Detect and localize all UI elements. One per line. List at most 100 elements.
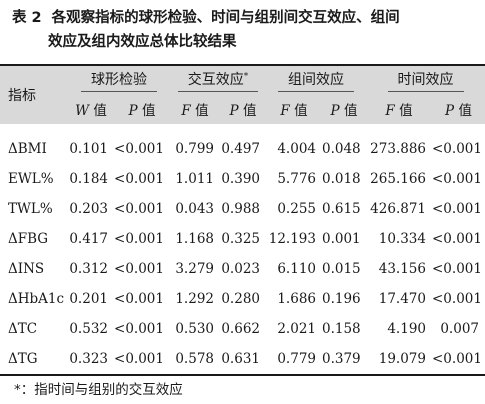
header-index-label: 指标: [0, 65, 68, 124]
table-cell: 0.530: [175, 321, 214, 337]
table-cell: 0.799: [175, 141, 214, 157]
table-number: 表 2: [12, 10, 42, 26]
subheader-p: P 值: [432, 94, 485, 124]
table-cell: 3.279: [175, 261, 214, 277]
table-cell: <0.001: [432, 141, 482, 157]
table-cell: 4.190: [387, 321, 426, 337]
header-row-subheaders: W 值 P 值 F 值 P 值 F 值 P 值 F 值 P 值: [0, 94, 485, 124]
row-indicator-name: TWL%: [8, 201, 53, 217]
subheader-p: P 值: [220, 94, 266, 124]
table-cell: 0.101: [69, 141, 108, 157]
table-cell: <0.001: [114, 261, 164, 277]
table-cell: 0.001: [322, 231, 361, 247]
row-indicator-name: ΔTC: [8, 321, 38, 337]
table-cell: <0.001: [114, 291, 164, 307]
table-cell: <0.001: [432, 171, 482, 187]
table-cell: 0.631: [220, 344, 266, 376]
table-row: ΔINS 0.312 <0.001 3.279 0.023 6.110 0.015 43.15…: [0, 254, 485, 284]
table-cell: <0.001: [432, 201, 482, 217]
table-cell: 10.334: [378, 231, 426, 247]
table-cell: 0.532: [69, 321, 108, 337]
table-cell: 0.662: [221, 321, 260, 337]
table-row: ΔHbA1c 0.201 <0.001 1.292 0.280 1.686 0.196 17.…: [0, 284, 485, 314]
table-cell: 0.203: [69, 201, 108, 217]
header-group-interaction: 交互效应*: [170, 65, 266, 94]
table-cell: 12.193: [268, 231, 316, 247]
table-cell: 0.325: [221, 231, 260, 247]
table-cell: 0.312: [69, 261, 108, 277]
table-caption: 表 2 各观察指标的球形检验、时间与组别间交互效应、组间 效应及组内效应总体比较结…: [12, 6, 477, 54]
table-footnote: *：指时间与组别的交互效应: [14, 382, 183, 398]
table-cell: 2.021: [277, 321, 316, 337]
row-indicator-name: ΔBMI: [8, 141, 47, 157]
table-cell: 0.280: [221, 291, 260, 307]
table-cell: 0.988: [221, 201, 260, 217]
table-cell: 0.390: [221, 171, 260, 187]
results-table-wrapper: 指标 球形检验 交互效应* 组间效应 时间效应 W 值 P 值 F 值 P 值 …: [0, 64, 485, 376]
row-indicator-name: EWL%: [8, 171, 54, 187]
table-cell: 0.184: [69, 171, 108, 187]
table-cell: 1.686: [277, 291, 316, 307]
table-cell: 426.871: [370, 201, 426, 217]
table-cell: 0.417: [69, 231, 108, 247]
row-indicator-name: ΔHbA1c: [8, 291, 65, 307]
table-cell: 0.048: [322, 141, 361, 157]
caption-line-1: 各观察指标的球形检验、时间与组别间交互效应、组间: [51, 10, 400, 26]
table-row: ΔFBG 0.417 <0.001 1.168 0.325 12.193 0.001 10.3…: [0, 224, 485, 254]
table-cell: <0.001: [114, 321, 164, 337]
table-row: ΔTG 0.323 <0.001 0.578 0.631 0.779 0.379 19.079…: [0, 344, 485, 376]
table-cell: 0.007: [440, 321, 479, 337]
table-cell: <0.001: [114, 201, 164, 217]
header-group-between: 组间效应: [266, 65, 366, 94]
table-cell: <0.001: [432, 344, 485, 376]
table-cell: 0.615: [322, 201, 361, 217]
table-cell: 5.776: [277, 171, 316, 187]
row-indicator-name: ΔINS: [8, 261, 45, 277]
table-cell: 0.196: [322, 291, 361, 307]
subheader-p: P 值: [322, 94, 366, 124]
table-cell: 0.158: [322, 321, 361, 337]
subheader-f: F 值: [266, 94, 322, 124]
table-cell: 0.255: [277, 201, 316, 217]
subheader-w: W 值: [68, 94, 114, 124]
table-cell: <0.001: [114, 141, 164, 157]
table-body: ΔBMI 0.101 <0.001 0.799 0.497 4.004 0.048 273.8…: [0, 124, 485, 376]
results-table: 指标 球形检验 交互效应* 组间效应 时间效应 W 值 P 值 F 值 P 值 …: [0, 64, 485, 376]
table-cell: 0.015: [322, 261, 361, 277]
table-cell: 43.156: [378, 261, 426, 277]
table-cell: <0.001: [432, 231, 482, 247]
table-cell: 19.079: [366, 344, 432, 376]
row-indicator-name: ΔTG: [0, 344, 68, 376]
table-cell: 0.323: [68, 344, 114, 376]
table-cell: 17.470: [378, 291, 426, 307]
table-row: ΔTC 0.532 <0.001 0.530 0.662 2.021 0.158 4.190 0…: [0, 314, 485, 344]
table-cell: 0.779: [266, 344, 322, 376]
caption-line-2: 效应及组内效应总体比较结果: [48, 34, 237, 50]
table-cell: 1.168: [175, 231, 214, 247]
table-cell: 1.292: [175, 291, 214, 307]
subheader-f: F 值: [366, 94, 432, 124]
table-cell: 0.018: [322, 171, 361, 187]
header-group-sphericity: 球形检验: [68, 65, 170, 94]
table-row: TWL% 0.203 <0.001 0.043 0.988 0.255 0.615 426.8…: [0, 194, 485, 224]
table-cell: <0.001: [432, 291, 482, 307]
header-row-groups: 指标 球形检验 交互效应* 组间效应 时间效应: [0, 65, 485, 124]
table-cell: 1.011: [175, 171, 214, 187]
footnote-marker: *: [243, 70, 249, 81]
table-cell: 0.497: [221, 141, 260, 157]
table-cell: 265.166: [370, 171, 426, 187]
table-row: EWL% 0.184 <0.001 1.011 0.390 5.776 0.018 265.1…: [0, 164, 485, 194]
row-indicator-name: ΔFBG: [8, 231, 49, 247]
table-cell: 0.201: [69, 291, 108, 307]
table-row: ΔBMI 0.101 <0.001 0.799 0.497 4.004 0.048 273.8…: [0, 124, 485, 164]
table-cell: 0.578: [170, 344, 220, 376]
table-cell: 273.886: [370, 141, 426, 157]
table-cell: <0.001: [114, 344, 170, 376]
table-cell: 0.379: [322, 344, 366, 376]
table-cell: <0.001: [114, 231, 164, 247]
table-cell: 0.023: [221, 261, 260, 277]
table-cell: <0.001: [114, 171, 164, 187]
table-cell: <0.001: [432, 261, 482, 277]
table-cell: 0.043: [175, 201, 214, 217]
subheader-p: P 值: [114, 94, 170, 124]
